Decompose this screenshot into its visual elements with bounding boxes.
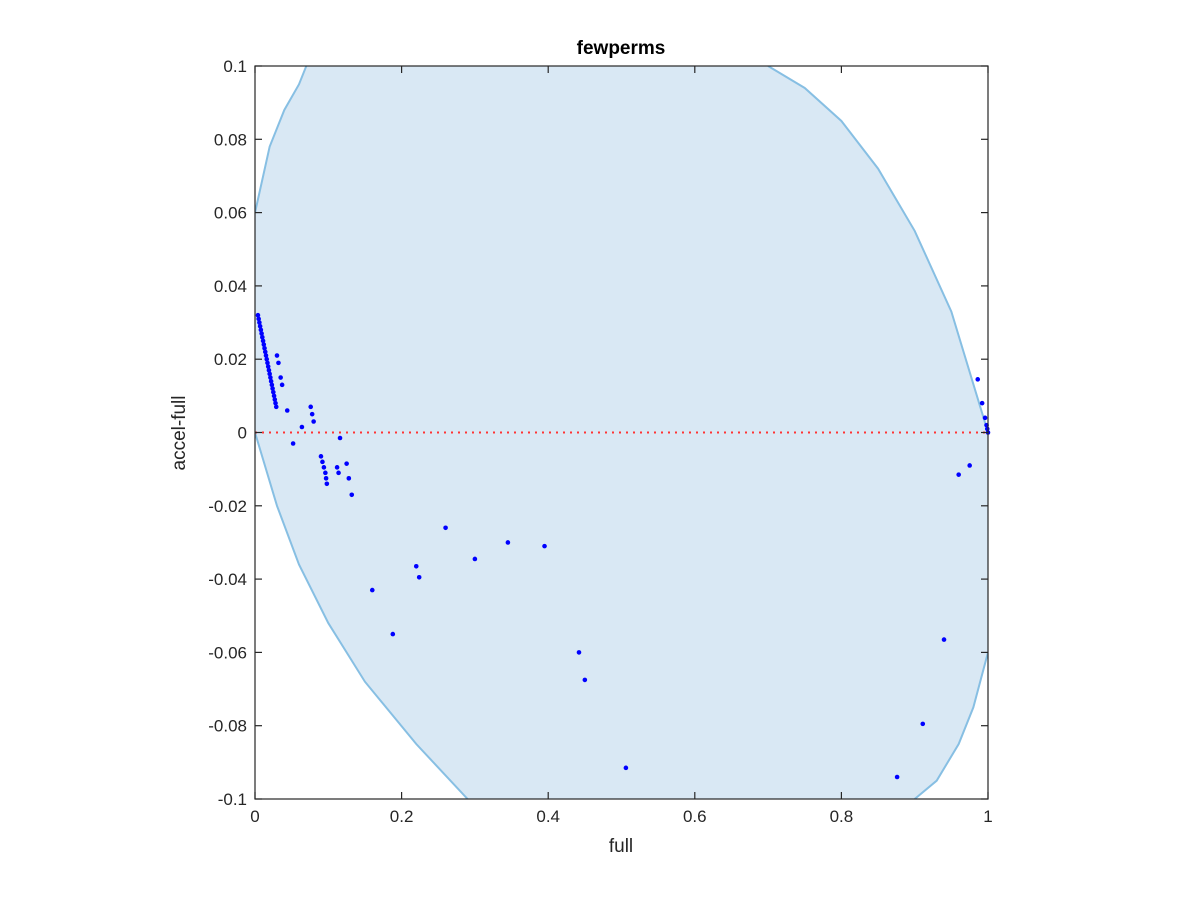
data-point [941, 637, 947, 642]
data-point [270, 386, 275, 391]
data-point [318, 454, 324, 459]
data-point [271, 393, 277, 399]
data-point [263, 353, 269, 358]
y-tick-label: -0.04 [208, 570, 247, 589]
x-tick-label: 0.8 [830, 807, 854, 826]
data-point [258, 327, 264, 333]
data-point [255, 312, 261, 318]
y-tick-label: 0 [238, 424, 247, 443]
y-tick-label: 0.1 [223, 57, 247, 76]
y-tick-label: 0.04 [214, 277, 247, 296]
data-point [311, 419, 316, 424]
x-tick-label: 1 [983, 807, 992, 826]
chart-title: fewperms [577, 38, 666, 59]
data-point [299, 424, 305, 430]
data-point [323, 470, 328, 476]
y-tick-label: 0.02 [214, 350, 247, 369]
region-edge-top-right [767, 66, 988, 433]
y-axis-label: accel-full [169, 396, 190, 471]
y-tick-label: 0.06 [214, 204, 247, 223]
data-point [260, 334, 265, 340]
region-fill [255, 66, 988, 799]
data-point [894, 774, 900, 780]
y-tick-label: -0.02 [208, 497, 247, 516]
data-point [259, 331, 264, 336]
data-point [265, 364, 271, 369]
data-point [256, 316, 261, 322]
data-point [265, 360, 270, 366]
region-edge-bottom-left [255, 432, 469, 799]
data-point [268, 375, 273, 380]
data-point [273, 404, 279, 410]
data-point [472, 556, 478, 562]
data-point [576, 650, 582, 655]
data-point [369, 587, 375, 593]
data-point [266, 367, 272, 373]
data-point [262, 349, 268, 355]
y-axis-ticks: -0.1 -0.08 -0.06 -0.04 -0.02 0 0.02 0.04 0.06 0.0… [208, 57, 988, 809]
data-point [956, 472, 961, 477]
data-point [334, 465, 340, 470]
region-edge-left-upper [255, 66, 308, 213]
data-point [505, 540, 511, 545]
shaded-region [255, 66, 988, 799]
data-point [623, 765, 629, 771]
data-point [284, 408, 290, 413]
data-point [290, 441, 296, 446]
data-point [261, 342, 267, 347]
data-point [344, 461, 349, 466]
y-tick-label: -0.08 [208, 717, 247, 736]
y-tick-label: -0.1 [218, 790, 247, 809]
data-point [542, 543, 547, 549]
data-point [416, 574, 422, 580]
data-point [967, 463, 972, 468]
data-point [268, 378, 274, 384]
region-edge-right-lower [914, 652, 988, 799]
data-point [257, 323, 263, 329]
data-point [309, 411, 315, 417]
data-point [321, 465, 327, 470]
data-point [982, 415, 988, 421]
y-tick-label: 0.08 [214, 130, 247, 149]
data-point [979, 400, 985, 406]
data-point [582, 677, 588, 683]
x-tick-label: 0.4 [536, 807, 560, 826]
data-point [975, 377, 981, 382]
data-point [346, 476, 352, 481]
x-axis-label: full [609, 836, 633, 857]
data-point [257, 320, 262, 325]
data-point [273, 400, 278, 406]
data-point [264, 356, 270, 362]
data-point [260, 338, 266, 344]
y-tick-label: -0.06 [208, 643, 247, 662]
data-point [443, 525, 448, 531]
data-point [324, 481, 330, 487]
data-point [276, 360, 281, 366]
data-point [274, 353, 280, 358]
data-point [272, 397, 278, 402]
data-point [323, 476, 329, 481]
x-tick-label: 0 [250, 807, 259, 826]
data-point [271, 389, 276, 395]
data-point [308, 404, 314, 410]
data-point [269, 382, 275, 388]
data-point [262, 345, 267, 351]
data-point [278, 375, 283, 380]
x-tick-label: 0.2 [390, 807, 414, 826]
data-point [413, 563, 419, 569]
data-point [336, 470, 341, 476]
data-point [279, 382, 285, 388]
x-axis-ticks: 0 0.2 0.4 0.6 0.8 1 [250, 66, 993, 826]
data-point [390, 631, 396, 637]
data-point [349, 492, 355, 498]
data-point [320, 459, 325, 465]
x-tick-label: 0.6 [683, 807, 707, 826]
data-point [267, 371, 272, 377]
data-point [337, 435, 343, 441]
data-point [920, 721, 926, 727]
